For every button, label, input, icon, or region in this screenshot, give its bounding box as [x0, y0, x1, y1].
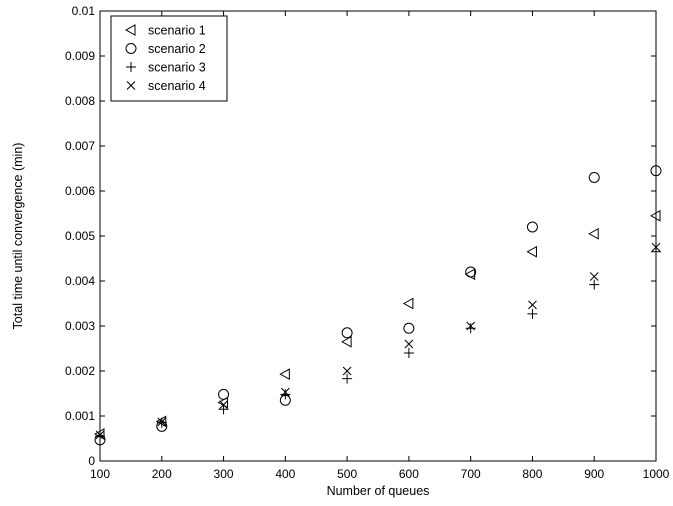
circle-icon: [650, 165, 662, 177]
y-tick-label: 0.002: [65, 364, 95, 378]
data-point-series-1: [341, 335, 352, 348]
x-icon-b: [280, 387, 290, 397]
x-icon-b: [126, 81, 136, 90]
data-point-series-4: [404, 339, 414, 349]
data-point-series-4: [219, 400, 228, 410]
data-point-series-2: [341, 327, 353, 339]
data-point-series-1: [649, 209, 661, 222]
data-point-series-4: [466, 321, 476, 331]
data-point-series-4: [157, 417, 167, 427]
x-tick-label: 900: [584, 467, 604, 481]
y-tick-label: 0.003: [65, 319, 95, 333]
data-point-series-3: [465, 323, 476, 334]
x-tick-label: 600: [399, 467, 419, 481]
x-tick-label: 300: [214, 467, 234, 481]
data-point-series-4: [95, 430, 105, 440]
triangle-left-icon: [649, 209, 661, 222]
x-tick-label: 700: [461, 467, 481, 481]
x-tick-label: 400: [275, 467, 295, 481]
legend-marker-2: [125, 43, 137, 54]
data-point-series-4: [342, 366, 352, 376]
data-point-series-3: [218, 404, 229, 415]
circle-icon: [588, 172, 600, 183]
data-point-series-1: [279, 368, 290, 380]
data-point-series-3: [95, 431, 105, 442]
x-icon-b: [342, 366, 352, 376]
legend-label-2: scenario 2: [148, 42, 206, 56]
circle-icon: [341, 327, 353, 339]
data-point-series-3: [651, 246, 661, 257]
y-tick-label: 0.01: [72, 4, 96, 18]
triangle-left-icon: [124, 24, 136, 36]
circle-icon: [125, 43, 137, 54]
y-tick-label: 0.007: [65, 139, 95, 153]
x-tick-label: 500: [337, 467, 357, 481]
legend: scenario 1 scenario 2 scenario 3 scenario 4: [110, 15, 228, 102]
plot-layer: 100 200 300 400 500 600 700 800 900 1000 0 0.001 0.0…: [65, 4, 670, 481]
data-point-series-3: [280, 389, 291, 400]
y-tick-label: 0.001: [65, 409, 95, 423]
legend-marker-1: [124, 24, 136, 36]
legend-label-1: scenario 1: [148, 24, 206, 38]
circle-icon: [403, 322, 415, 334]
legend-label-3: scenario 3: [148, 61, 206, 75]
data-point-series-4: [528, 300, 537, 310]
x-icon-b: [95, 430, 105, 440]
data-point-series-2: [526, 221, 538, 233]
data-point-series-1: [526, 245, 537, 258]
data-point-series-3: [527, 308, 538, 319]
y-tick-label: 0: [88, 454, 95, 468]
data-point-series-1: [402, 297, 414, 310]
data-point-series-2: [218, 388, 230, 400]
legend-marker-3: [126, 62, 136, 72]
y-tick-label: 0.004: [65, 274, 95, 288]
x-tick-label: 800: [522, 467, 542, 481]
data-point-series-2: [650, 165, 662, 177]
x-axis-label: Number of queues: [327, 484, 430, 498]
x-icon-b: [219, 400, 228, 410]
x-icon-b: [589, 272, 599, 281]
data-point-series-4: [651, 242, 661, 252]
y-tick-label: 0.008: [65, 94, 95, 108]
y-tick-label: 0.009: [65, 49, 95, 63]
data-point-series-2: [403, 322, 415, 334]
triangle-left-icon: [279, 368, 290, 380]
data-point-series-1: [588, 227, 599, 240]
x-tick-label: 100: [90, 467, 110, 481]
x-tick-label: 1000: [643, 467, 670, 481]
circle-icon: [465, 266, 477, 278]
x-tick-label: 200: [152, 467, 172, 481]
marks-layer: [93, 165, 662, 446]
triangle-left-icon: [402, 297, 414, 310]
triangle-left-icon: [526, 245, 537, 258]
circle-icon: [526, 221, 538, 233]
x-icon-b: [466, 321, 476, 331]
data-point-series-2: [465, 266, 477, 278]
y-tick-label: 0.006: [65, 184, 95, 198]
data-point-series-3: [156, 417, 167, 428]
data-point-series-3: [403, 348, 414, 358]
x-icon-b: [157, 417, 167, 427]
data-point-series-3: [589, 279, 600, 290]
legend-label-4: scenario 4: [148, 79, 206, 93]
triangle-left-icon: [341, 335, 352, 348]
triangle-left-icon: [588, 227, 599, 240]
triangle-left-icon: [464, 268, 476, 281]
circle-icon: [218, 388, 230, 400]
data-point-series-4: [589, 272, 599, 281]
x-icon-b: [528, 300, 537, 310]
data-point-series-1: [464, 268, 476, 281]
data-point-series-2: [588, 172, 600, 183]
x-icon-b: [404, 339, 414, 349]
legend-marker-4: [126, 81, 136, 90]
y-tick-label: 0.005: [65, 229, 95, 243]
data-point-series-3: [342, 373, 353, 384]
x-icon-b: [651, 242, 661, 252]
data-point-series-4: [280, 387, 290, 397]
y-axis-label: Total time until convergence (min): [11, 143, 25, 330]
